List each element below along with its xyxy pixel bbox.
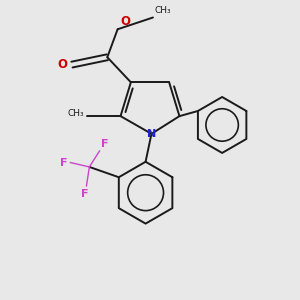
Text: O: O bbox=[121, 15, 130, 28]
Text: F: F bbox=[60, 158, 67, 167]
Text: CH₃: CH₃ bbox=[154, 6, 171, 15]
Text: N: N bbox=[147, 129, 156, 139]
Text: CH₃: CH₃ bbox=[67, 109, 84, 118]
Text: F: F bbox=[81, 189, 89, 199]
Text: O: O bbox=[58, 58, 68, 71]
Text: F: F bbox=[101, 139, 109, 149]
